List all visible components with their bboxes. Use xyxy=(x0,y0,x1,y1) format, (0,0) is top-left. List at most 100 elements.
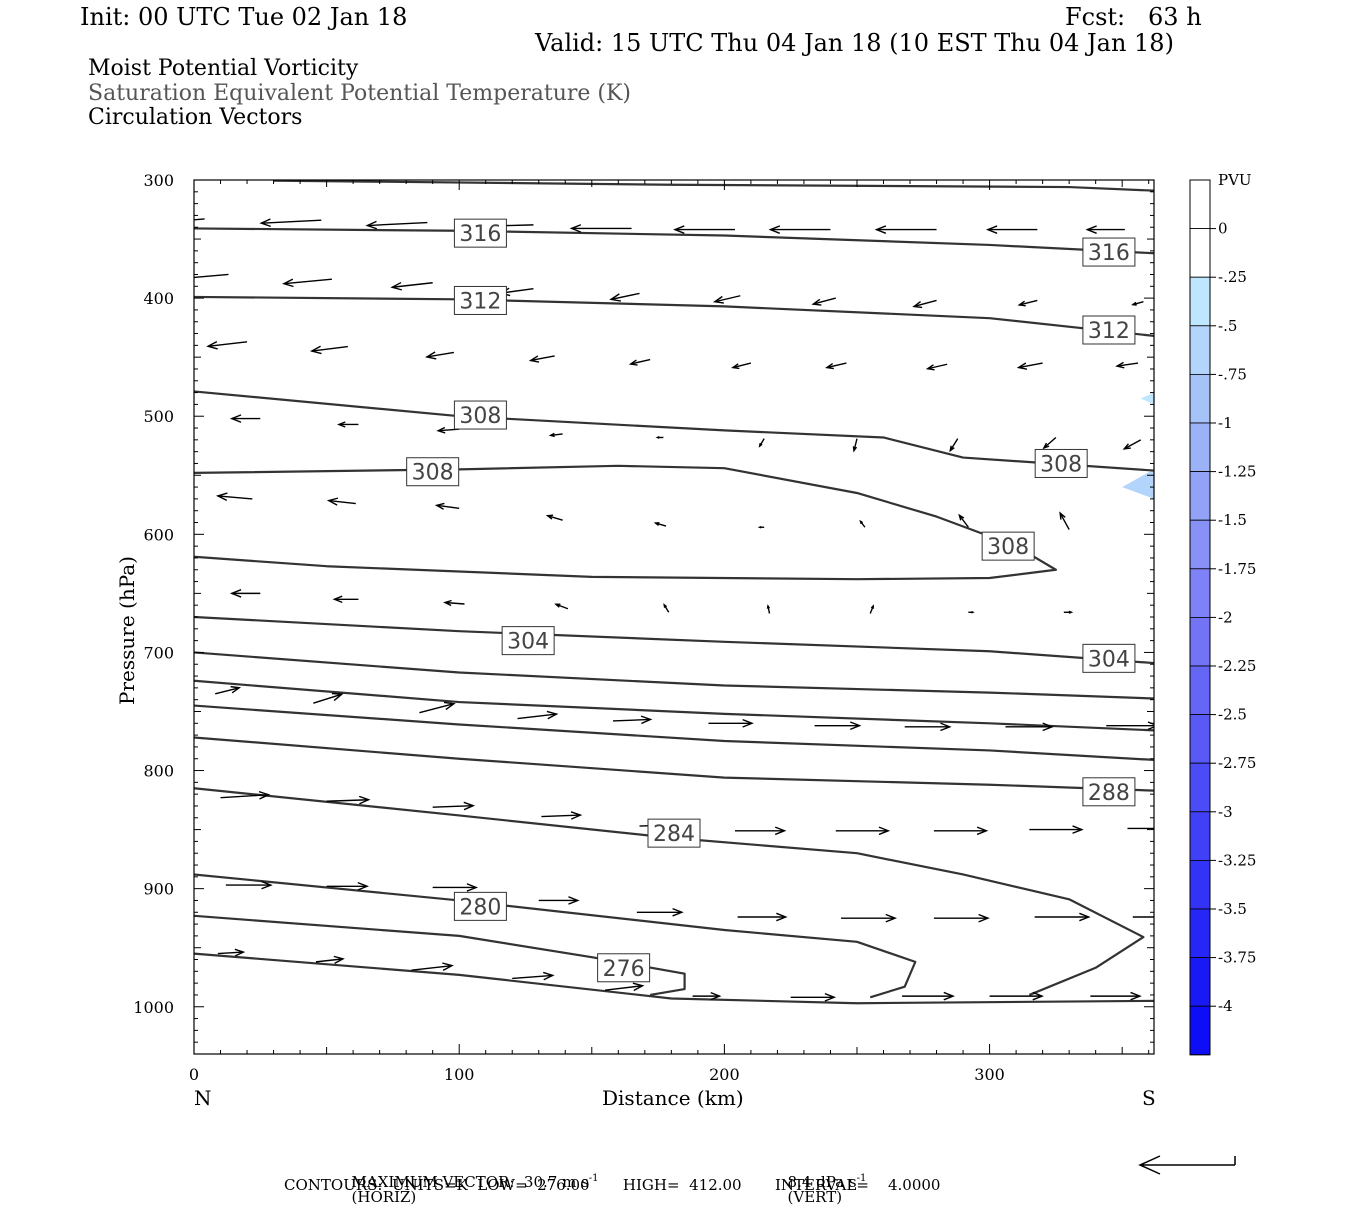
colorbar-cell xyxy=(1189,422,1211,472)
vector-shaft xyxy=(555,603,569,610)
vector-shaft xyxy=(949,438,959,452)
circulation-vector xyxy=(229,414,261,423)
vector-shaft xyxy=(530,355,555,362)
circulation-vector xyxy=(1017,299,1038,307)
contour-label-box xyxy=(453,400,507,430)
contour-label-box xyxy=(1082,315,1136,345)
circulation-vector xyxy=(766,604,771,614)
contour-label: 280 xyxy=(459,895,501,920)
vector-head xyxy=(390,281,403,291)
vector-shaft xyxy=(283,278,332,285)
colorbar-label: -1.75 xyxy=(1218,560,1256,578)
vector-shaft xyxy=(1043,436,1057,449)
vector-head xyxy=(466,883,479,892)
contour-label-box xyxy=(1082,237,1136,267)
contour-line-5 xyxy=(194,615,1154,665)
vector-head xyxy=(434,502,445,510)
vector-head xyxy=(442,962,454,971)
circulation-vector xyxy=(734,826,787,836)
colorbar-label: -4 xyxy=(1218,997,1233,1015)
contour-label: 316 xyxy=(459,222,501,247)
vector-head xyxy=(229,589,242,598)
circulation-vector xyxy=(411,962,454,971)
vector-head xyxy=(1032,991,1044,1001)
contour-label-box xyxy=(597,953,651,983)
vector-head xyxy=(628,359,638,366)
circulation-vector xyxy=(904,722,952,732)
colorbar-cell xyxy=(1189,957,1211,1007)
circulation-vector xyxy=(636,907,684,917)
vector-head xyxy=(234,948,246,957)
circulation-vector xyxy=(841,913,897,923)
vector-head xyxy=(443,599,452,607)
contour-label: 312 xyxy=(1088,319,1130,344)
vector-head xyxy=(1176,913,1185,920)
x-end-label-south: S xyxy=(1142,1086,1156,1110)
circulation-vector xyxy=(365,220,428,230)
circulation-vector xyxy=(825,362,847,370)
vector-head xyxy=(528,355,540,363)
vector-head xyxy=(326,497,339,506)
colorbar-label: -1.25 xyxy=(1218,463,1256,481)
field-title-theta-es: Saturation Equivalent Potential Temperat… xyxy=(88,81,631,106)
vector-shaft xyxy=(419,702,455,714)
circulation-vector xyxy=(612,715,653,725)
vector-shaft xyxy=(367,221,428,227)
circulation-vector xyxy=(814,721,862,730)
vector-head xyxy=(215,492,228,501)
vector-shaft xyxy=(927,363,948,370)
circulation-vector xyxy=(215,492,253,501)
vector-shaft xyxy=(1019,299,1038,306)
vector-head xyxy=(1059,511,1066,520)
vector-shaft xyxy=(512,974,553,980)
vector-shaft xyxy=(432,804,474,808)
vector-head xyxy=(357,881,369,891)
max-vector-vert-text: 8.4 dPa s xyxy=(787,1173,857,1191)
vector-shaft xyxy=(261,219,322,224)
vector-head xyxy=(554,603,561,608)
vector-shaft xyxy=(630,358,651,365)
colorbar-label: -.75 xyxy=(1218,365,1247,383)
vector-head xyxy=(1068,610,1074,614)
contour-label: 276 xyxy=(603,957,645,982)
contour-label-box xyxy=(453,218,507,248)
vector-head xyxy=(825,363,834,370)
circulation-vector xyxy=(326,881,369,891)
vector-shaft xyxy=(444,601,465,605)
circulation-vector xyxy=(731,362,752,370)
vector-shaft xyxy=(426,351,455,358)
vector-shaft xyxy=(217,495,253,500)
colorbar-cell xyxy=(1189,860,1211,910)
circulation-vector xyxy=(313,692,344,704)
contour-labels: 316 316 312 312 308 308 308 308 304 304 288 284 280 2… xyxy=(406,218,1136,983)
circulation-vector xyxy=(902,991,955,1001)
contour-label: 308 xyxy=(987,535,1029,560)
contour-label-box xyxy=(1082,643,1136,673)
vector-shaft xyxy=(913,299,937,308)
contour-label: 288 xyxy=(1088,781,1130,806)
contour-line-8 xyxy=(194,704,1154,762)
vector-head xyxy=(463,801,476,811)
vector-shaft xyxy=(541,814,581,818)
init-time: Init: 00 UTC Tue 02 Jan 18 xyxy=(80,3,408,31)
vector-head xyxy=(333,955,345,964)
vector-shaft xyxy=(610,292,640,301)
circulation-vector xyxy=(790,992,837,1002)
contour-label-box xyxy=(981,531,1035,561)
pv-shade-1 xyxy=(1140,392,1154,405)
theta-contours xyxy=(194,180,1154,1005)
contour-label: 316 xyxy=(1088,241,1130,266)
circulation-vector xyxy=(282,278,332,288)
colorbar-cell xyxy=(1189,276,1211,327)
x-tick-label: 0 xyxy=(189,1065,199,1084)
vector-shaft xyxy=(215,687,240,695)
vector-head xyxy=(1017,300,1026,307)
vector-head xyxy=(309,345,322,355)
circulation-vector xyxy=(958,513,969,528)
vector-head xyxy=(768,225,781,234)
colorbar-cell xyxy=(1189,617,1211,667)
vector-head xyxy=(1079,912,1091,922)
vector-head xyxy=(878,826,891,836)
vector-head xyxy=(331,692,344,702)
vector-shaft xyxy=(207,341,248,348)
